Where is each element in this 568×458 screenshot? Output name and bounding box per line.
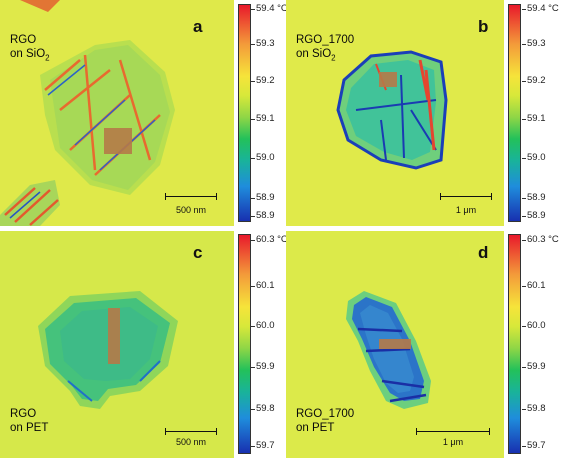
scale-bar (416, 428, 490, 435)
panel-label: RGO on PET (10, 408, 49, 434)
colorbar-tick: 59.4 °C (251, 3, 288, 14)
thermal-map-d: RGO_1700 on PET d 1 μm (286, 231, 504, 458)
colorbar-tick: 60.0 (522, 320, 546, 331)
panel-letter: c (193, 243, 203, 262)
scale-bar-label: 1 μm (455, 205, 477, 215)
colorbar-tick: 59.8 (522, 403, 546, 414)
colorbar-tick: 59.7 (251, 440, 275, 451)
thermal-map-b: RGO_1700 on SiO2 b 1 μm (286, 0, 504, 226)
colorbar-tick: 59.0 (522, 152, 546, 163)
colorbar-d (508, 234, 521, 454)
colorbar-tick: 59.3 (251, 38, 275, 49)
thermal-map-a: RGO on SiO2 a 500 nm (0, 0, 234, 226)
colorbar-tick: 59.9 (522, 361, 546, 372)
scale-bar (165, 428, 217, 435)
colorbar-tick: 59.2 (251, 75, 275, 86)
colorbar-tick: 59.0 (251, 152, 275, 163)
colorbar-tick: 59.1 (251, 113, 275, 124)
scale-bar-label: 500 nm (175, 437, 207, 447)
colorbar-c (238, 234, 251, 454)
colorbar-tick: 59.8 (251, 403, 275, 414)
colorbar-b (508, 4, 521, 222)
colorbar-tick: 60.3 °C (522, 234, 559, 245)
colorbar-tick: 59.7 (522, 440, 546, 451)
scale-bar-label: 500 nm (175, 205, 207, 215)
panel-label: RGO on SiO2 (10, 34, 50, 63)
colorbar-tick: 58.9 (522, 192, 546, 203)
colorbar-tick: 58.9 (251, 210, 275, 221)
colorbar-tick: 59.2 (522, 75, 546, 86)
scale-bar-label: 1 μm (442, 437, 464, 447)
panel-letter: b (478, 17, 489, 36)
colorbar-tick: 59.3 (522, 38, 546, 49)
colorbar-tick: 59.9 (251, 361, 275, 372)
thermal-map-c: RGO on PET c 500 nm (0, 231, 234, 458)
colorbar-tick: 58.9 (251, 192, 275, 203)
colorbar-tick: 60.1 (522, 280, 546, 291)
colorbar-tick: 60.0 (251, 320, 275, 331)
scale-bar (440, 193, 492, 200)
panel-letter: a (193, 17, 203, 36)
colorbar-a (238, 4, 251, 222)
scale-bar (165, 193, 217, 200)
panel-letter: d (478, 243, 489, 262)
colorbar-tick: 59.4 °C (522, 3, 559, 14)
colorbar-tick: 60.1 (251, 280, 275, 291)
colorbar-tick: 59.1 (522, 113, 546, 124)
panel-label: RGO_1700 on SiO2 (296, 34, 355, 63)
panel-label: RGO_1700 on PET (296, 408, 355, 434)
colorbar-tick: 60.3 °C (251, 234, 288, 245)
colorbar-tick: 58.9 (522, 210, 546, 221)
